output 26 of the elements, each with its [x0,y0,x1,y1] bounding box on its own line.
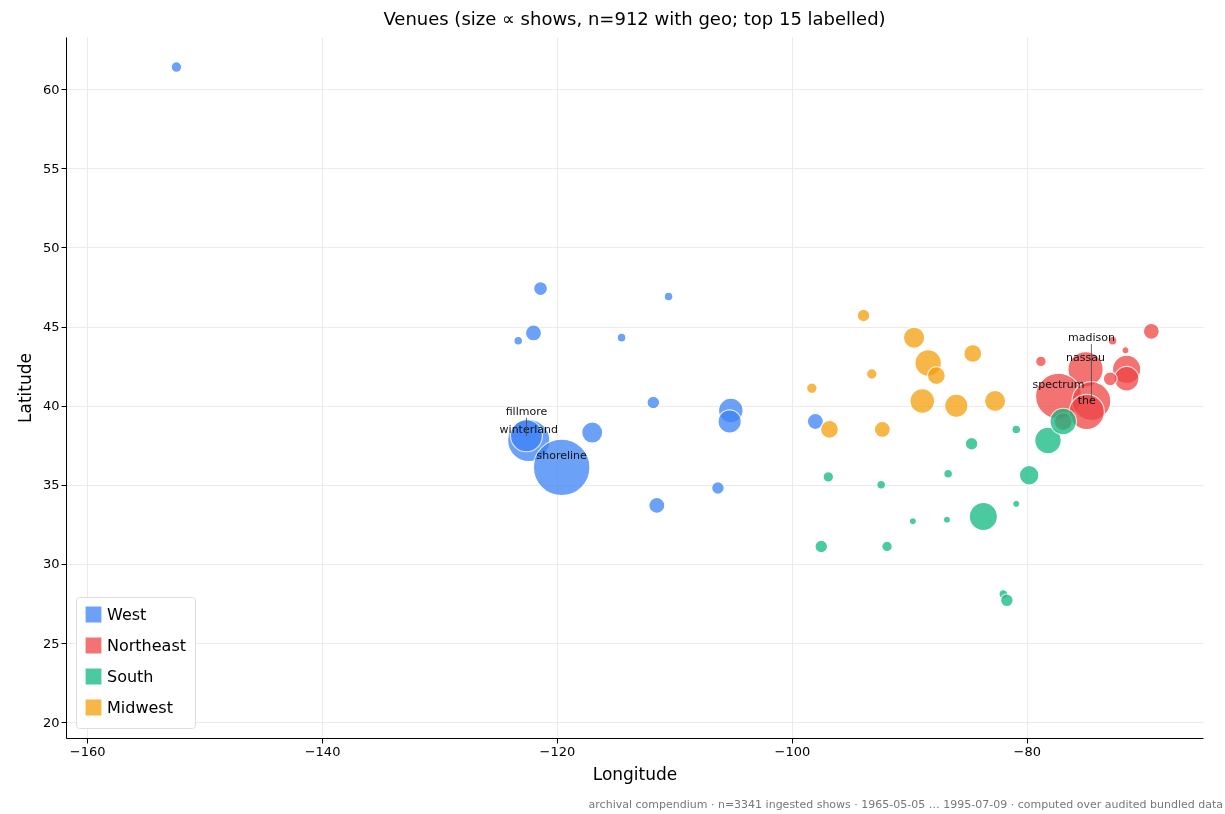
legend-label: Midwest [107,697,173,717]
y-tick-label: 20 [42,714,60,730]
legend-label: Northeast [107,635,187,655]
y-tick-label: 45 [42,319,60,335]
text: archival compendium · n=3341 ingested shows · 1965-05-05 … 1995-07-09 · computed over audited bundled data [588,798,1223,811]
x-axis-title: Longitude [592,763,678,784]
annotation: the [1077,394,1096,408]
annotation: shoreline [536,449,588,463]
legend-label: South [107,666,154,686]
y-tick-label: 50 [42,239,60,255]
legend-label: West [107,604,147,624]
x-tick-label: −120 [539,743,576,759]
annotation: madison [1067,330,1115,344]
y-tick-label: 35 [42,477,60,493]
y-tick-label: 55 [42,160,60,176]
x-tick-label: −160 [69,743,106,759]
chart-title: Venues (size ∝ shows, n=912 with geo; top 15 labelled) [383,8,886,29]
annotation: fillmore [505,404,548,418]
x-tick-label: −80 [1013,743,1042,759]
y-tick-label: 25 [42,635,60,651]
x-tick-label: −100 [774,743,811,759]
y-axis-title: Latitude [14,353,35,423]
x-tick-label: −140 [304,743,341,759]
y-tick-label: 60 [42,81,60,97]
y-tick-label: 40 [42,398,60,414]
y-tick-label: 30 [42,556,60,572]
